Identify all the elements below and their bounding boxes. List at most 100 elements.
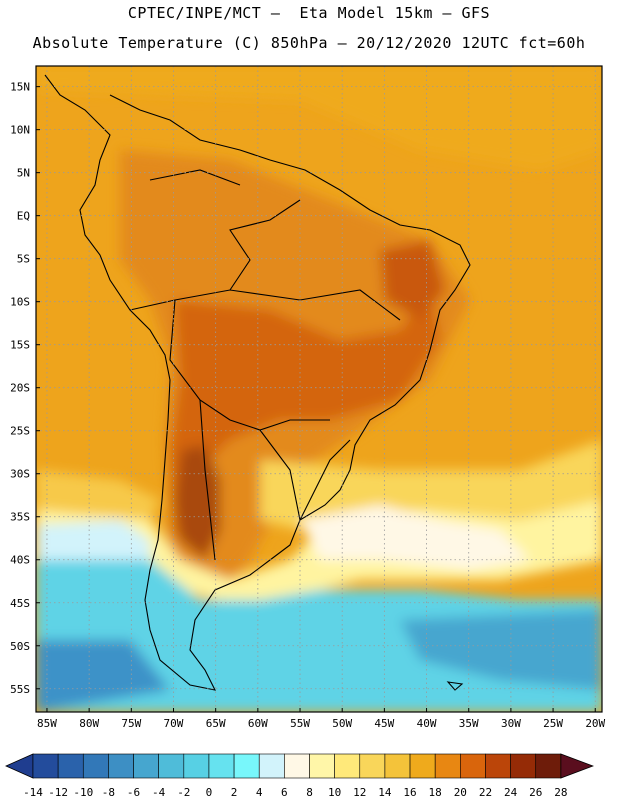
- colorbar-cell: [208, 753, 235, 779]
- lon-label: 85W: [37, 717, 57, 730]
- colorbar-cell: [485, 753, 511, 779]
- colorbar-cell: [434, 753, 461, 779]
- colorbar-right-arrow: [560, 753, 595, 779]
- field-hottest-core: [175, 445, 220, 560]
- lat-label: 50S: [10, 640, 30, 653]
- border-line-4: [199, 399, 216, 561]
- temperature-field: [36, 66, 602, 712]
- chart-subtitle: Absolute Temperature (C) 850hPa – 20/12/…: [32, 34, 586, 52]
- field-hot-core: [170, 290, 440, 540]
- colorbar-cell: [409, 753, 436, 779]
- colorbar-label: 20: [454, 786, 467, 799]
- lat-label: 15S: [10, 339, 30, 352]
- chart-title: CPTEC/INPE/MCT – Eta Model 15km – GFS: [127, 4, 491, 22]
- lon-label: 60W: [248, 717, 268, 730]
- lat-label: 5N: [17, 167, 30, 180]
- colorbar-label: 28: [554, 786, 567, 799]
- field-west-coast-yellow: [36, 470, 160, 520]
- colorbar-cell: [535, 753, 562, 779]
- lon-label: 45W: [374, 717, 394, 730]
- colorbar-cell: [284, 753, 310, 779]
- field-northeast-hot: [380, 240, 445, 320]
- coastlines: [44, 74, 471, 691]
- colorbar-cell: [82, 753, 109, 779]
- colorbar-labels: -14 -12 -10 -8 -6 -4 -2 0 2 4 6 8 10 12 14 16 18 20 22 24 26…: [23, 786, 567, 799]
- colorbar-cell: [158, 753, 185, 779]
- colorbar-label: 18: [429, 786, 442, 799]
- border-line-7: [149, 169, 241, 186]
- lon-label: 40W: [417, 717, 437, 730]
- colorbar-label: -4: [152, 786, 166, 799]
- south-america-coast: [44, 74, 471, 691]
- lat-label: 20S: [10, 382, 30, 395]
- field-cream-patch: [300, 505, 530, 570]
- border-line-5: [259, 429, 301, 521]
- border-line-2: [169, 299, 330, 431]
- colorbar-label: 26: [529, 786, 542, 799]
- colorbar-cell: [510, 753, 537, 779]
- colorbar-label: 6: [281, 786, 288, 799]
- lat-label: 5S: [17, 253, 30, 266]
- lon-label: 75W: [121, 717, 141, 730]
- colorbar-cell: [460, 753, 486, 779]
- colorbar-left-arrow: [5, 753, 34, 779]
- plot-frame: [35, 65, 603, 713]
- colorbar-label: 0: [206, 786, 213, 799]
- colorbar-label: -6: [127, 786, 140, 799]
- colorbar-label: 2: [231, 786, 238, 799]
- colorbar-cell: [309, 753, 335, 779]
- field-pale-cyan-west: [36, 520, 150, 565]
- colorbar-label: -14: [23, 786, 43, 799]
- colorbar-cell: [57, 753, 84, 779]
- grid-lines: [36, 66, 602, 712]
- lon-label: 20W: [585, 717, 605, 730]
- lat-label: 30S: [10, 468, 30, 481]
- border-line-3: [229, 199, 301, 291]
- colorbar-label: -8: [102, 786, 115, 799]
- colorbar-label: 8: [306, 786, 313, 799]
- lat-label: 35S: [10, 511, 30, 524]
- colorbar-cell: [108, 753, 134, 779]
- lat-label: 55S: [10, 683, 30, 696]
- lat-label: 40S: [10, 554, 30, 567]
- lon-label: 30W: [501, 717, 521, 730]
- latitude-labels: 15N 10N 5N EQ 5S 10S 15S 20S 25S 30S 35S 40S 45S 50S 5…: [10, 81, 30, 696]
- lat-label: 25S: [10, 425, 30, 438]
- colorbar-label: 4: [256, 786, 263, 799]
- colorbar-label: -2: [177, 786, 190, 799]
- colorbar-label: 10: [328, 786, 341, 799]
- lon-label: 50W: [332, 717, 352, 730]
- colorbar-label: 22: [479, 786, 492, 799]
- colorbar-label: 24: [504, 786, 518, 799]
- colorbar-label: 12: [353, 786, 366, 799]
- field-south-atlantic-yellow: [260, 440, 602, 530]
- lat-label: 10N: [10, 124, 30, 137]
- field-north-ocean: [36, 66, 602, 170]
- field-cold-blue-sw: [36, 640, 170, 712]
- lon-label: 80W: [79, 717, 99, 730]
- lon-label: 35W: [459, 717, 479, 730]
- colorbar-cell: [233, 753, 260, 779]
- border-line-6: [299, 439, 351, 521]
- lat-label: 45S: [10, 597, 30, 610]
- colorbar-label: 14: [378, 786, 392, 799]
- colorbar-cell: [32, 753, 59, 779]
- lat-label: 15N: [10, 81, 30, 94]
- colorbar-cell: [334, 753, 361, 779]
- colorbar: [5, 753, 595, 779]
- lon-label: 70W: [164, 717, 184, 730]
- lon-label: 65W: [206, 717, 226, 730]
- lon-label: 55W: [290, 717, 310, 730]
- colorbar-cell: [359, 753, 386, 779]
- colorbar-cell: [258, 753, 285, 779]
- colorbar-label: -10: [73, 786, 93, 799]
- colorbar-label: -12: [48, 786, 68, 799]
- colorbar-label: 16: [403, 786, 416, 799]
- colorbar-cell: [183, 753, 210, 779]
- lat-label: 10S: [10, 296, 30, 309]
- colorbar-cell: [384, 753, 411, 779]
- lat-label: EQ: [17, 210, 30, 223]
- lon-label: 25W: [543, 717, 563, 730]
- falklands: [446, 681, 464, 691]
- colorbar-cell: [133, 753, 159, 779]
